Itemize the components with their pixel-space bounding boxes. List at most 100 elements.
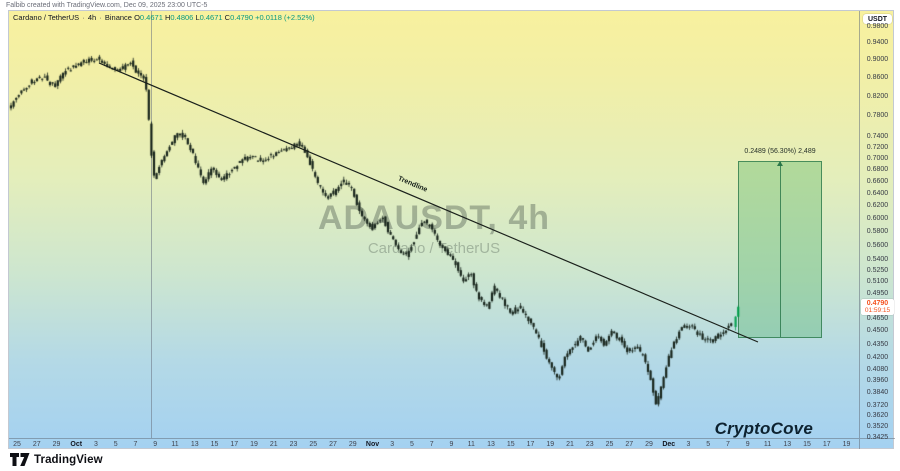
price-axis-label: 0.7200 — [866, 144, 889, 151]
time-axis-label: 17 — [822, 441, 831, 448]
price-axis-label: 0.9800 — [866, 23, 889, 30]
time-axis-label: 15 — [210, 441, 219, 448]
time-axis-label: 3 — [686, 441, 691, 448]
time-axis-label: 5 — [706, 441, 711, 448]
time-axis-label: 15 — [803, 441, 811, 448]
ohlc-open-label: O — [134, 13, 140, 22]
price-axis-label: 0.9400 — [866, 39, 889, 46]
footer-bar: TradingView — [0, 449, 900, 471]
time-axis-label: 21 — [566, 441, 574, 448]
tradingview-wordmark: TradingView — [34, 453, 103, 466]
last-price-value: 0.4790 — [866, 300, 889, 307]
price-axis-label: 0.3520 — [866, 423, 889, 430]
ohlc-close-value: 0.4790 — [230, 13, 254, 22]
time-axis-month-label: Dec — [662, 441, 676, 448]
time-axis-label: 13 — [190, 441, 199, 448]
last-price-badge: 0.4790 01:59:15 — [861, 299, 894, 315]
time-axis-label: 7 — [133, 441, 138, 448]
legend-interval[interactable]: 4h — [87, 13, 97, 22]
time-axis-label: 19 — [546, 441, 555, 448]
price-axis-label: 0.7400 — [866, 133, 889, 140]
time-axis-label: 19 — [842, 441, 851, 448]
price-axis-label: 0.3960 — [866, 377, 889, 384]
price-axis-label: 0.4350 — [866, 341, 889, 348]
price-axis-label: 0.7000 — [866, 155, 889, 162]
time-axis-label: 25 — [13, 441, 21, 448]
time-axis-label: 25 — [605, 441, 614, 448]
price-axis-label: 0.5400 — [866, 256, 889, 263]
time-axis-label: 27 — [625, 441, 634, 448]
price-axis-label: 0.5800 — [866, 228, 889, 235]
price-axis-label: 0.5250 — [866, 267, 889, 274]
ohlc-change: +0.0118 (+2.52%) — [255, 13, 315, 22]
time-axis-label: 11 — [763, 441, 772, 448]
time-axis-label: 3 — [94, 441, 98, 448]
time-axis-label: 7 — [726, 441, 730, 448]
price-axis-label: 0.4950 — [866, 290, 889, 297]
price-axis-label: 0.6400 — [866, 190, 889, 197]
time-axis-label: 5 — [410, 441, 414, 448]
time-axis-label: 13 — [487, 441, 495, 448]
time-axis-label: 27 — [329, 441, 337, 448]
price-axis[interactable]: USDT 0.9800 0.9400 0.9000 0.8600 0.8200 0.780… — [859, 11, 895, 441]
ohlc-open-value: 0.4671 — [139, 13, 163, 22]
price-axis-label: 0.5600 — [866, 242, 889, 249]
chart-container[interactable]: ADAUSDT, 4h Cardano / TetherUS 0.2489 (5… — [8, 10, 895, 450]
price-axis-label: 0.3840 — [866, 389, 889, 396]
trendline-drawing[interactable] — [9, 11, 859, 438]
price-axis-label: 0.4650 — [866, 315, 889, 322]
time-axis-label: 5 — [113, 441, 118, 448]
time-axis[interactable]: 25 27 29 Oct 3 5 7 9 11 13 15 17 19 21 23 25 27 29 Nov 3 5 7 9… — [9, 438, 859, 450]
time-axis-month-label: Oct — [70, 441, 83, 448]
price-axis-label: 0.3425 — [866, 434, 889, 441]
chart-plot-area[interactable]: ADAUSDT, 4h Cardano / TetherUS 0.2489 (5… — [9, 11, 859, 438]
time-axis-label: 11 — [171, 441, 179, 448]
time-axis-label: 11 — [467, 441, 475, 448]
price-axis-label: 0.6200 — [866, 202, 889, 209]
price-axis-label: 0.4200 — [866, 354, 889, 361]
currency-badge: USDT — [863, 14, 892, 24]
time-axis-label: 29 — [645, 441, 653, 448]
price-axis-label: 0.7800 — [866, 112, 889, 119]
time-axis-label: 19 — [250, 441, 258, 448]
ohlc-close-label: C — [224, 13, 231, 22]
time-axis-label: 13 — [783, 441, 792, 448]
time-axis-label: 29 — [52, 441, 61, 448]
time-axis-label: 9 — [449, 441, 454, 448]
time-axis-label: 23 — [289, 441, 298, 448]
time-axis-label: 9 — [153, 441, 158, 448]
price-axis-label: 0.4080 — [866, 366, 889, 373]
price-axis-label: 0.8600 — [866, 74, 889, 81]
time-axis-label: 23 — [585, 441, 594, 448]
tradingview-logo[interactable]: TradingView — [10, 453, 103, 466]
time-axis-label: 17 — [230, 441, 239, 448]
tradingview-logo-icon — [10, 453, 30, 466]
time-axis-label: 29 — [348, 441, 357, 448]
ohlc-low-label: L — [195, 13, 200, 22]
time-axis-label: 15 — [506, 441, 515, 448]
publisher-brand: CryptoCove — [714, 419, 813, 438]
legend-exchange: Binance — [104, 13, 132, 22]
legend-symbol[interactable]: Cardano / TetherUS — [13, 13, 80, 22]
price-axis-label: 0.6800 — [866, 166, 889, 173]
price-axis-label: 0.6600 — [866, 178, 889, 185]
axis-corner — [859, 438, 895, 450]
ohlc-low-value: 0.4671 — [199, 13, 223, 22]
time-axis-label: 7 — [429, 441, 434, 448]
price-axis-label: 0.9000 — [866, 56, 889, 63]
trendline-line — [98, 62, 759, 343]
symbol-legend[interactable]: Cardano / TetherUS · 4h · Binance O0.467… — [13, 13, 315, 22]
attribution-text: Falbib created with TradingView.com, Dec… — [6, 2, 208, 9]
time-axis-label: 17 — [526, 441, 535, 448]
time-axis-label: 21 — [269, 441, 278, 448]
time-axis-label: 27 — [32, 441, 41, 448]
price-axis-label: 0.5100 — [866, 278, 889, 285]
price-axis-label: 0.6000 — [866, 215, 889, 222]
bar-countdown: 01:59:15 — [864, 307, 891, 314]
time-axis-label: 25 — [309, 441, 318, 448]
ohlc-high-label: H — [164, 13, 171, 22]
ohlc-high-value: 0.4806 — [170, 13, 194, 22]
time-axis-month-label: Nov — [365, 441, 380, 448]
candlestick-series[interactable] — [9, 11, 859, 438]
